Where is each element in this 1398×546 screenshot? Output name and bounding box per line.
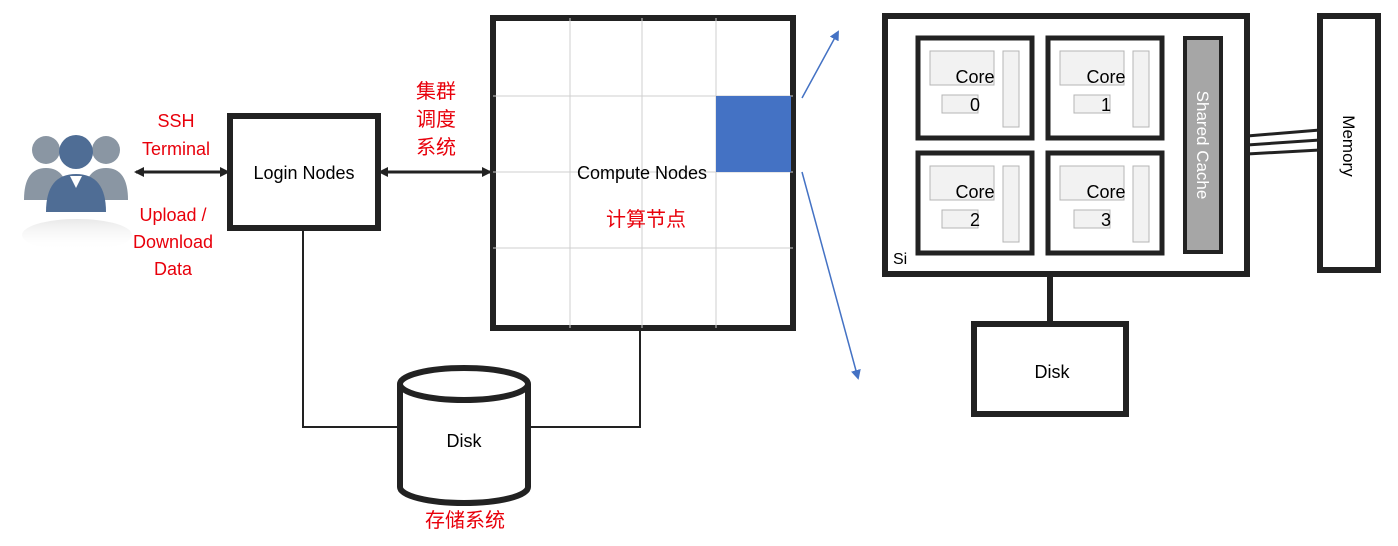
core-box-2 — [918, 153, 1032, 253]
scheduler-cn-line3: 系统 — [416, 135, 456, 159]
compute-nodes-cn-label: 计算节点 — [606, 207, 686, 231]
core-3-label: Core — [1086, 182, 1125, 202]
upload-label-line2: Download — [133, 232, 213, 252]
detail-disk-label: Disk — [1035, 362, 1071, 382]
core-box-0 — [918, 38, 1032, 138]
core-2-index: 2 — [970, 210, 980, 230]
core-0-label: Core — [955, 67, 994, 87]
scheduler-cn-line1: 集群 — [416, 79, 456, 103]
memory-label: Memory — [1339, 115, 1358, 177]
users-group-icon — [22, 135, 132, 251]
upload-label-line1: Upload / — [139, 205, 206, 225]
si-label: Si — [893, 251, 907, 268]
core-1-index: 1 — [1101, 95, 1111, 115]
login-nodes-label: Login Nodes — [253, 163, 354, 183]
core-box-3 — [1048, 153, 1162, 253]
disk-label: Disk — [447, 431, 483, 451]
compute-to-disk-line — [528, 328, 640, 427]
core-2-label: Core — [955, 182, 994, 202]
core-box-1 — [1048, 38, 1162, 138]
core-3-index: 3 — [1101, 210, 1111, 230]
login-to-disk-line — [303, 228, 400, 427]
storage-cn-label: 存储系统 — [425, 508, 505, 532]
core-1-label: Core — [1086, 67, 1125, 87]
zoom-arrow-bottom — [802, 172, 858, 378]
ssh-label-line1: SSH — [157, 111, 194, 131]
memory-bus — [1247, 130, 1320, 154]
zoom-arrow-top — [802, 32, 838, 98]
core-0-index: 0 — [970, 95, 980, 115]
shared-cache-label: Shared Cache — [1193, 91, 1212, 200]
highlighted-compute-node — [716, 96, 791, 172]
compute-nodes-label: Compute Nodes — [577, 163, 707, 183]
upload-label-line3: Data — [154, 259, 193, 279]
ssh-label-line2: Terminal — [142, 139, 210, 159]
scheduler-cn-line2: 调度 — [416, 107, 456, 131]
